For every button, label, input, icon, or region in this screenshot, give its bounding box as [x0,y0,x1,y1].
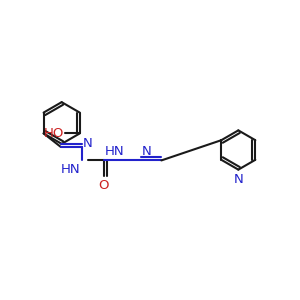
Text: O: O [98,179,109,192]
Text: HO: HO [44,127,64,140]
Text: HN: HN [61,163,80,176]
Text: N: N [82,137,92,150]
Text: N: N [141,145,151,158]
Text: N: N [233,173,243,186]
Text: HN: HN [105,145,124,158]
